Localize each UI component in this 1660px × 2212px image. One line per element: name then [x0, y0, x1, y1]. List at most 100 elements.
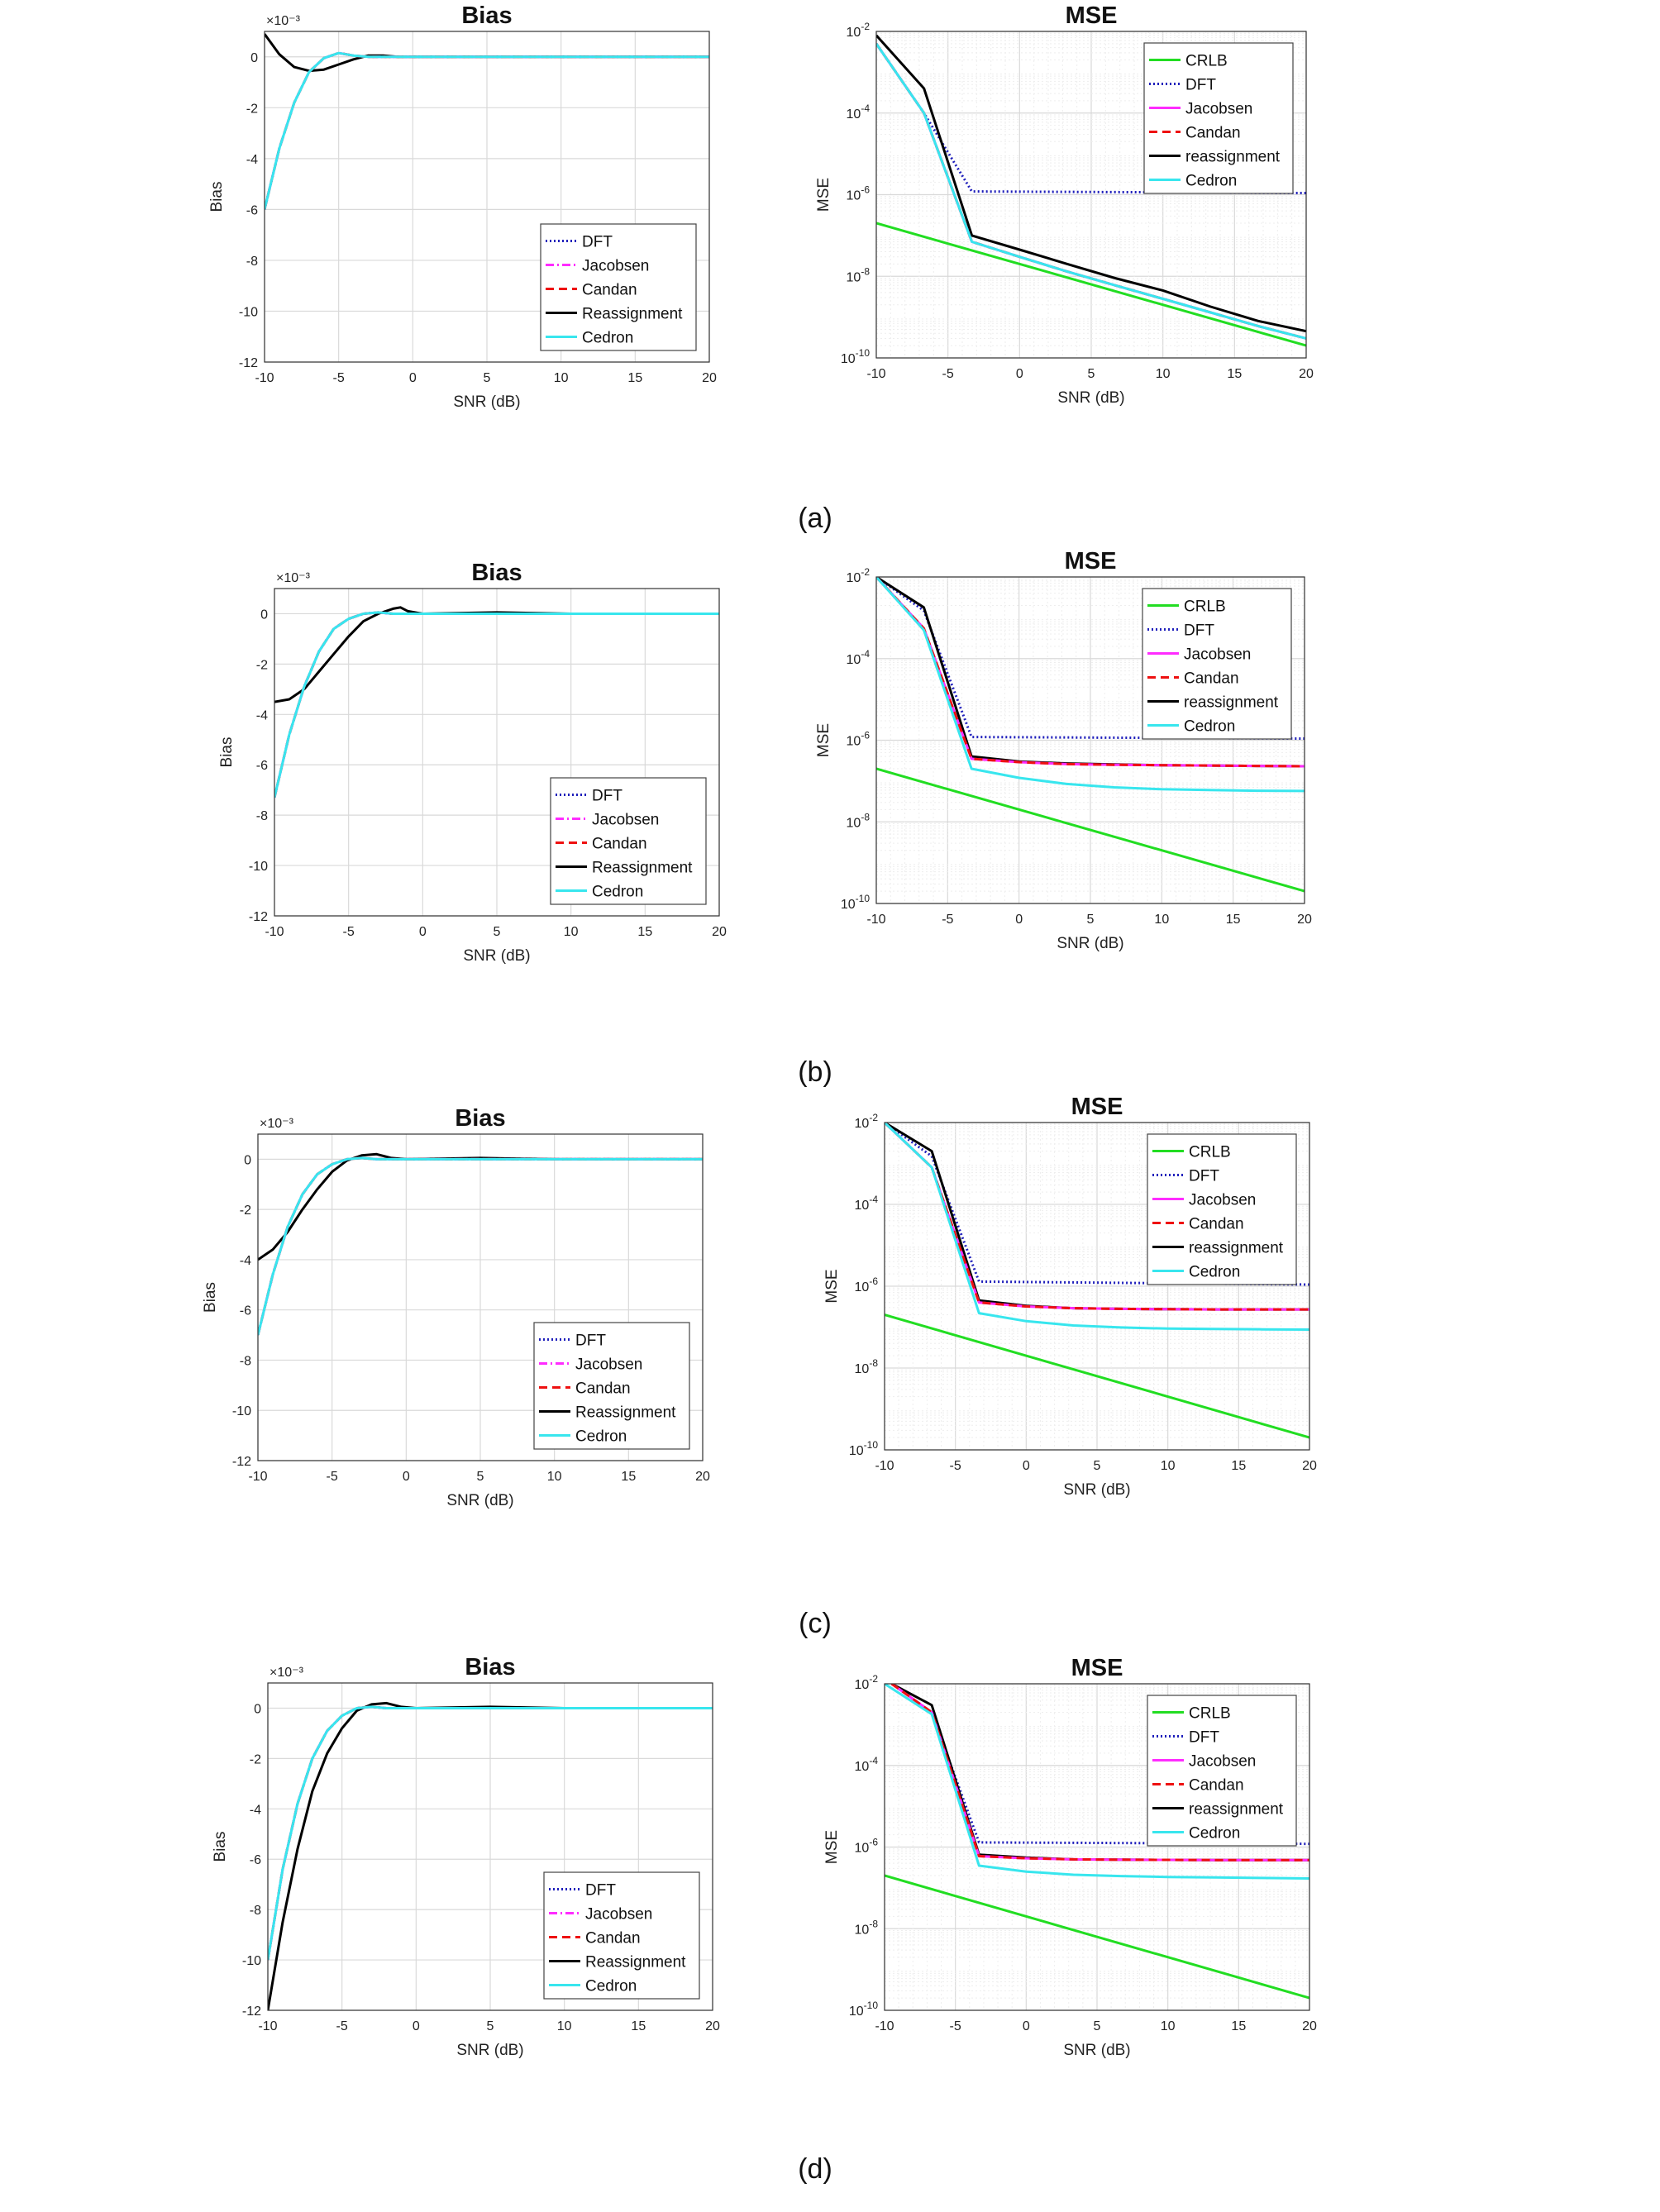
x-tick-label: 10 — [1156, 367, 1171, 381]
y-tick-label: -10 — [249, 860, 268, 874]
chart-title: Bias — [455, 1105, 505, 1132]
axis-multiplier: ×10⁻³ — [260, 1117, 294, 1131]
legend: DFT Jacobsen Candan Reassignment Cedron — [533, 1322, 690, 1450]
caption-c: (c) — [799, 1608, 832, 1639]
series-line-crlb — [885, 1313, 1309, 1439]
legend: CRLB DFT Jacobsen Candan reassignment Cedron — [1147, 1695, 1297, 1847]
legend-box — [543, 1871, 700, 2000]
y-tick-label: 10-10 — [849, 2000, 878, 2019]
legend-label-dft: DFT — [1189, 1729, 1219, 1747]
y-tick-label: -10 — [232, 1404, 251, 1418]
y-tick-label: 10-6 — [847, 184, 871, 203]
legend-label-jacobsen: Jacobsen — [592, 812, 659, 829]
y-axis-label: Bias — [208, 182, 226, 212]
x-tick-label: 0 — [403, 1470, 410, 1484]
legend-label-candan: Candan — [1189, 1216, 1244, 1233]
x-tick-label: 20 — [695, 1470, 710, 1484]
x-tick-label: -10 — [265, 925, 284, 939]
x-tick-label: 20 — [712, 925, 727, 939]
x-tick-label: 0 — [1016, 367, 1023, 381]
y-axis-label: MSE — [815, 723, 832, 757]
legend-label-candan: Candan — [575, 1380, 631, 1398]
series-line-candan — [876, 577, 1305, 768]
legend: DFT Jacobsen Candan Reassignment Cedron — [540, 223, 697, 351]
x-tick-label: 20 — [1302, 2019, 1317, 2033]
y-tick-label: 10-10 — [841, 893, 870, 912]
y-axis-label: Bias — [218, 737, 236, 768]
axis-multiplier: ×10⁻³ — [270, 1666, 304, 1680]
x-tick-label: -10 — [875, 2019, 894, 2033]
y-tick-label: -2 — [246, 102, 258, 116]
x-axis-label: SNR (dB) — [1063, 1481, 1130, 1499]
y-tick-label: -8 — [250, 1904, 261, 1918]
chart-title: MSE — [1066, 2, 1118, 29]
chart-b-bias: -10 -5 0 5 10 15 20-12-10-8-6-4-20×10⁻³ BiasSNR… — [218, 560, 727, 965]
series-line-cedron — [258, 1156, 703, 1336]
legend-label-crlb: CRLB — [1189, 1705, 1231, 1723]
x-tick-label: 10 — [564, 925, 579, 939]
legend-label-jacobsen: Jacobsen — [1189, 1192, 1256, 1209]
legend-label-dft: DFT — [1184, 622, 1214, 640]
x-tick-label: 15 — [1231, 1459, 1246, 1473]
x-tick-label: -10 — [258, 2019, 277, 2033]
legend-label-cedron: Cedron — [1189, 1264, 1240, 1281]
legend-label-cedron: Cedron — [582, 330, 633, 347]
axes-box — [257, 1133, 704, 1461]
y-tick-label: -10 — [242, 1954, 261, 1968]
x-tick-label: 5 — [494, 925, 501, 939]
y-tick-label: 10-2 — [855, 1673, 879, 1692]
y-tick-label: -8 — [246, 255, 258, 269]
y-tick-label: 10-6 — [855, 1275, 879, 1294]
legend-label-reassignment: Reassignment — [582, 306, 683, 323]
legend-label-reassignment: reassignment — [1189, 1801, 1284, 1819]
x-axis-label: SNR (dB) — [453, 393, 520, 411]
x-axis-label: SNR (dB) — [456, 2042, 523, 2059]
x-tick-label: 10 — [1154, 913, 1169, 927]
x-tick-label: 5 — [1094, 2019, 1101, 2033]
x-tick-label: -10 — [255, 371, 274, 385]
series-line-cedron — [876, 577, 1305, 793]
y-axis-label: Bias — [212, 1832, 229, 1862]
legend-label-cedron: Cedron — [1185, 173, 1237, 190]
legend-label-reassignment: Reassignment — [575, 1404, 676, 1422]
y-tick-label: -4 — [240, 1254, 251, 1268]
x-tick-label: -5 — [336, 2019, 348, 2033]
legend-box — [550, 777, 707, 905]
x-tick-label: 5 — [487, 2019, 494, 2033]
x-tick-label: 5 — [477, 1470, 484, 1484]
y-tick-label: 10-6 — [847, 730, 871, 749]
legend-box — [1142, 588, 1292, 740]
series-line-reassignment — [876, 34, 1306, 333]
y-tick-label: -2 — [240, 1204, 251, 1218]
legend-label-candan: Candan — [585, 1930, 641, 1947]
chart-a-bias: -10 -5 0 5 10 15 20-12-10-8-6-4-20×10⁻³ BiasSNR… — [208, 2, 717, 411]
axes-box — [264, 31, 710, 363]
y-tick-label: -12 — [232, 1455, 251, 1469]
y-tick-label: 10-4 — [855, 1194, 879, 1213]
legend-label-crlb: CRLB — [1185, 53, 1228, 70]
legend-label-dft: DFT — [1189, 1168, 1219, 1185]
series-line-cedron — [265, 51, 709, 210]
y-tick-label: 10-6 — [855, 1837, 879, 1856]
y-tick-label: -10 — [239, 305, 258, 319]
x-tick-label: 10 — [1161, 2019, 1176, 2033]
y-tick-label: -6 — [240, 1304, 251, 1318]
caption-d: (d) — [798, 2153, 832, 2185]
x-tick-label: 10 — [547, 1470, 562, 1484]
x-tick-label: 20 — [1299, 367, 1314, 381]
x-tick-label: 0 — [419, 925, 427, 939]
y-tick-label: -2 — [256, 658, 268, 672]
series-line-dft — [885, 1123, 1309, 1286]
legend-label-crlb: CRLB — [1189, 1144, 1231, 1161]
legend-label-jacobsen: Jacobsen — [1185, 101, 1252, 118]
series-line-candan — [890, 1684, 1309, 1862]
legend-label-dft: DFT — [582, 234, 613, 251]
y-tick-label: -4 — [250, 1803, 261, 1817]
y-tick-label: -12 — [239, 356, 258, 370]
legend-label-dft: DFT — [585, 1882, 616, 1900]
x-tick-label: -5 — [950, 2019, 961, 2033]
legend-label-candan: Candan — [1189, 1777, 1244, 1795]
chart-c-mse: -10 -5 0 5 10 15 20 10-10 10-8 10-6 10-4 10-2 MSE SNR… — [823, 1094, 1317, 1499]
y-tick-label: -4 — [256, 708, 268, 722]
legend-label-candan: Candan — [592, 836, 647, 853]
